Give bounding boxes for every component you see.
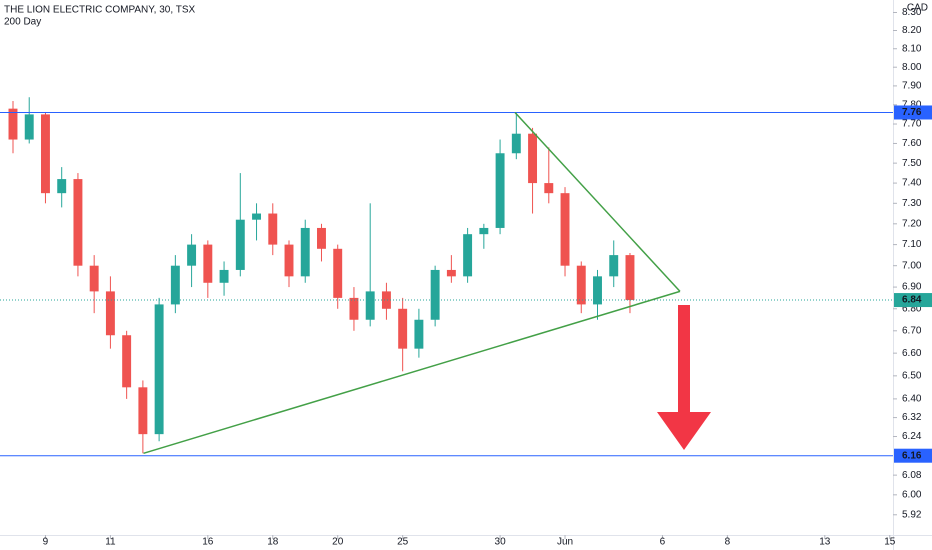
candle-body — [300, 227, 310, 277]
y-tick-label: 7.20 — [902, 218, 922, 229]
candle-body — [414, 319, 424, 349]
y-tick-label: 6.00 — [902, 489, 922, 500]
y-tick-label: 6.50 — [902, 370, 922, 381]
y-tick-label: 6.40 — [902, 394, 922, 405]
candle-body — [219, 269, 229, 283]
y-tick-label: 7.90 — [902, 81, 922, 92]
x-tick-label: 6 — [660, 537, 666, 548]
y-tick-label: 7.10 — [902, 239, 922, 250]
price-label: 6.16 — [902, 450, 922, 461]
candle-body — [317, 227, 326, 249]
y-tick-label: 8.10 — [902, 43, 922, 54]
candle-body — [73, 179, 83, 266]
candle-body — [398, 308, 408, 349]
candle-body — [235, 219, 245, 270]
currency-label: CAD — [907, 3, 928, 14]
candle-body — [187, 244, 197, 266]
x-tick-label: 8 — [725, 537, 731, 548]
candle-body — [576, 265, 586, 305]
candle-body — [89, 265, 99, 292]
candle-body — [122, 335, 132, 388]
y-tick-label: 6.32 — [902, 412, 922, 423]
candle-body — [105, 291, 115, 336]
x-tick-label: 9 — [43, 537, 49, 548]
trend-line — [143, 290, 681, 455]
y-tick-label: 5.92 — [902, 509, 922, 520]
y-tick-label: 7.00 — [902, 260, 922, 271]
candle-body — [609, 255, 619, 277]
candle-body — [268, 213, 278, 245]
candle-body — [625, 255, 635, 301]
y-tick-label: 7.30 — [902, 198, 922, 209]
candle-body — [284, 244, 294, 277]
x-tick-label: Jun — [557, 537, 573, 548]
candle-body — [154, 304, 164, 435]
y-tick-label: 8.30 — [902, 7, 922, 18]
candle-body — [333, 248, 343, 298]
y-tick-label: 8.00 — [902, 62, 922, 73]
candle-body — [203, 244, 213, 283]
y-tick-label: 6.60 — [902, 348, 922, 359]
candle-body — [24, 114, 34, 140]
candle-body — [138, 387, 148, 435]
candle-body — [446, 269, 456, 277]
candle-body — [528, 133, 538, 184]
y-tick-label: 6.24 — [902, 431, 922, 442]
x-tick-label: 30 — [495, 537, 507, 548]
candle-body — [593, 276, 602, 305]
x-tick-label: 15 — [884, 537, 896, 548]
indicator-label: 200 Day — [4, 17, 41, 28]
candle-body — [381, 291, 391, 309]
candle-body — [40, 114, 50, 194]
x-tick-label: 20 — [332, 537, 344, 548]
y-tick-label: 6.80 — [902, 303, 922, 314]
candle-body — [349, 297, 359, 320]
candle-body — [479, 227, 489, 235]
y-tick-label: 6.08 — [902, 470, 922, 481]
candle-body — [57, 179, 67, 194]
y-tick-label: 6.70 — [902, 325, 922, 336]
y-tick-label: 7.60 — [902, 138, 922, 149]
candle-body — [430, 269, 440, 320]
candle-body — [170, 265, 180, 305]
y-tick-label: 7.80 — [902, 99, 922, 110]
chart-title: THE LION ELECTRIC COMPANY, 30, TSX — [4, 5, 195, 16]
candle-body — [495, 153, 505, 228]
candle-body — [511, 133, 521, 154]
y-tick-label: 8.20 — [902, 25, 922, 36]
trend-line — [514, 111, 681, 292]
candle-body — [544, 183, 554, 194]
price-label-box — [894, 448, 932, 463]
x-tick-label: 25 — [397, 537, 409, 548]
last-price-label: 6.84 — [902, 295, 922, 306]
candle-body — [252, 213, 261, 220]
x-tick-label: 11 — [105, 537, 116, 548]
candle-body — [560, 193, 570, 266]
y-tick-label: 7.70 — [902, 119, 922, 130]
candle-body — [365, 291, 375, 320]
price-label: 7.76 — [902, 107, 922, 118]
last-price-box — [894, 293, 932, 308]
x-tick-label: 13 — [819, 537, 831, 548]
x-tick-label: 16 — [202, 537, 214, 548]
price-label-box — [894, 105, 932, 120]
candle-body — [463, 234, 473, 277]
candle-body — [8, 108, 18, 140]
down-arrow — [657, 305, 711, 450]
y-tick-label: 6.90 — [902, 282, 922, 293]
y-tick-label: 7.50 — [902, 158, 922, 169]
x-tick-label: 18 — [267, 537, 279, 548]
y-tick-label: 7.40 — [902, 178, 922, 189]
